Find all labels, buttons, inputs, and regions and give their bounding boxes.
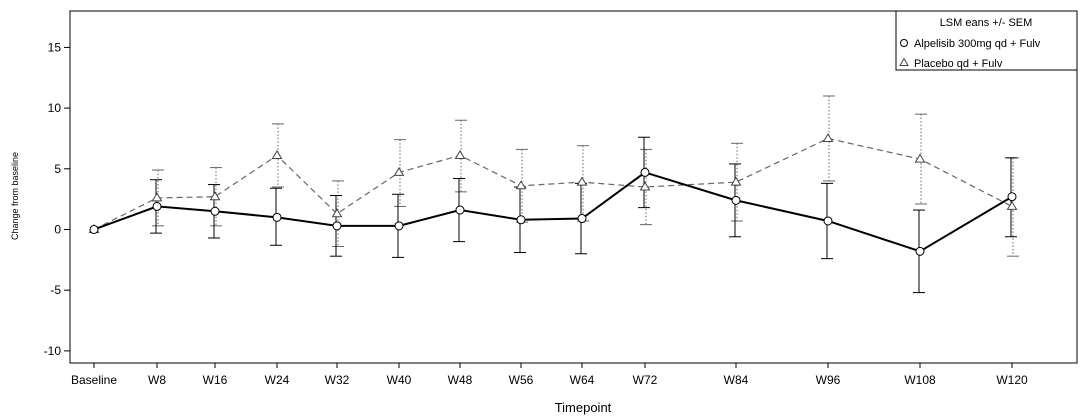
point-triangle [730, 176, 742, 186]
legend-triangle-icon [899, 57, 909, 66]
x-tick-label: W96 [816, 373, 841, 387]
point-circle [394, 221, 404, 231]
y-axis: -10 -5 0 5 10 15 [44, 40, 70, 358]
y-tick-label: -10 [44, 344, 62, 358]
x-tick-label: W24 [265, 373, 290, 387]
point-circle [1007, 192, 1017, 202]
point-circle [152, 201, 162, 211]
x-tick-label: W84 [724, 373, 749, 387]
point-circle [516, 215, 526, 225]
point-circle [915, 246, 925, 256]
x-tick-label: W32 [325, 373, 350, 387]
x-tick-label: W40 [387, 373, 412, 387]
point-circle [89, 224, 99, 234]
point-circle [272, 212, 282, 222]
point-circle [577, 214, 587, 224]
point-circle [731, 195, 741, 205]
legend-circle-icon [900, 39, 908, 47]
series-line-alpelisib [93, 171, 1013, 253]
point-triangle [639, 181, 651, 191]
point-triangle [1006, 200, 1018, 210]
x-tick-label: W56 [509, 373, 534, 387]
x-tick-label: W72 [633, 373, 658, 387]
point-triangle [515, 180, 527, 190]
point-triangle [393, 166, 405, 176]
point-circle [332, 221, 342, 231]
point-triangle [576, 176, 588, 186]
legend-box [895, 10, 1078, 71]
point-triangle [209, 191, 221, 201]
x-tick-label: W108 [904, 373, 936, 387]
error-bars-circle [150, 136, 1017, 294]
legend-label-series-2: Placebo qd + Fulv [914, 58, 1003, 70]
y-tick-label: 10 [48, 101, 62, 115]
series-layer [88, 95, 1019, 294]
y-axis-title: Change from baseline [10, 152, 20, 240]
point-triangle [151, 192, 163, 202]
point-circle [210, 206, 220, 216]
point-triangle [331, 208, 343, 218]
x-axis-title: Timepoint [555, 400, 612, 415]
y-tick-label: 0 [54, 222, 61, 236]
point-circle [823, 216, 833, 226]
series-line-placebo [93, 137, 1013, 231]
point-triangle [822, 132, 834, 142]
error-bars-triangle [152, 95, 1019, 257]
y-tick-label: 15 [48, 40, 62, 54]
y-tick-label: 5 [54, 162, 61, 176]
x-tick-label: W8 [148, 373, 166, 387]
point-triangle [454, 149, 466, 159]
x-axis: Baseline W8 W16 W24 W32 W40 W48 W56 W64 W72 W84 W96… [71, 363, 1028, 387]
plot-frame [69, 10, 1078, 364]
x-tick-label: W48 [448, 373, 473, 387]
legend-title: LSM eans +/- SEM [940, 17, 1033, 29]
legend: LSM eans +/- SEM Alpelisib 300mg qd + Fu… [895, 10, 1078, 71]
x-tick-label: W16 [203, 373, 228, 387]
point-circle [455, 205, 465, 215]
x-tick-label: W64 [570, 373, 595, 387]
y-tick-label: -5 [50, 283, 61, 297]
legend-label-series-1: Alpelisib 300mg qd + Fulv [914, 38, 1041, 50]
x-tick-label: W120 [996, 373, 1028, 387]
point-triangle [914, 153, 926, 163]
x-tick-label: Baseline [71, 373, 117, 387]
point-triangle [271, 149, 283, 159]
point-circle [640, 167, 650, 177]
